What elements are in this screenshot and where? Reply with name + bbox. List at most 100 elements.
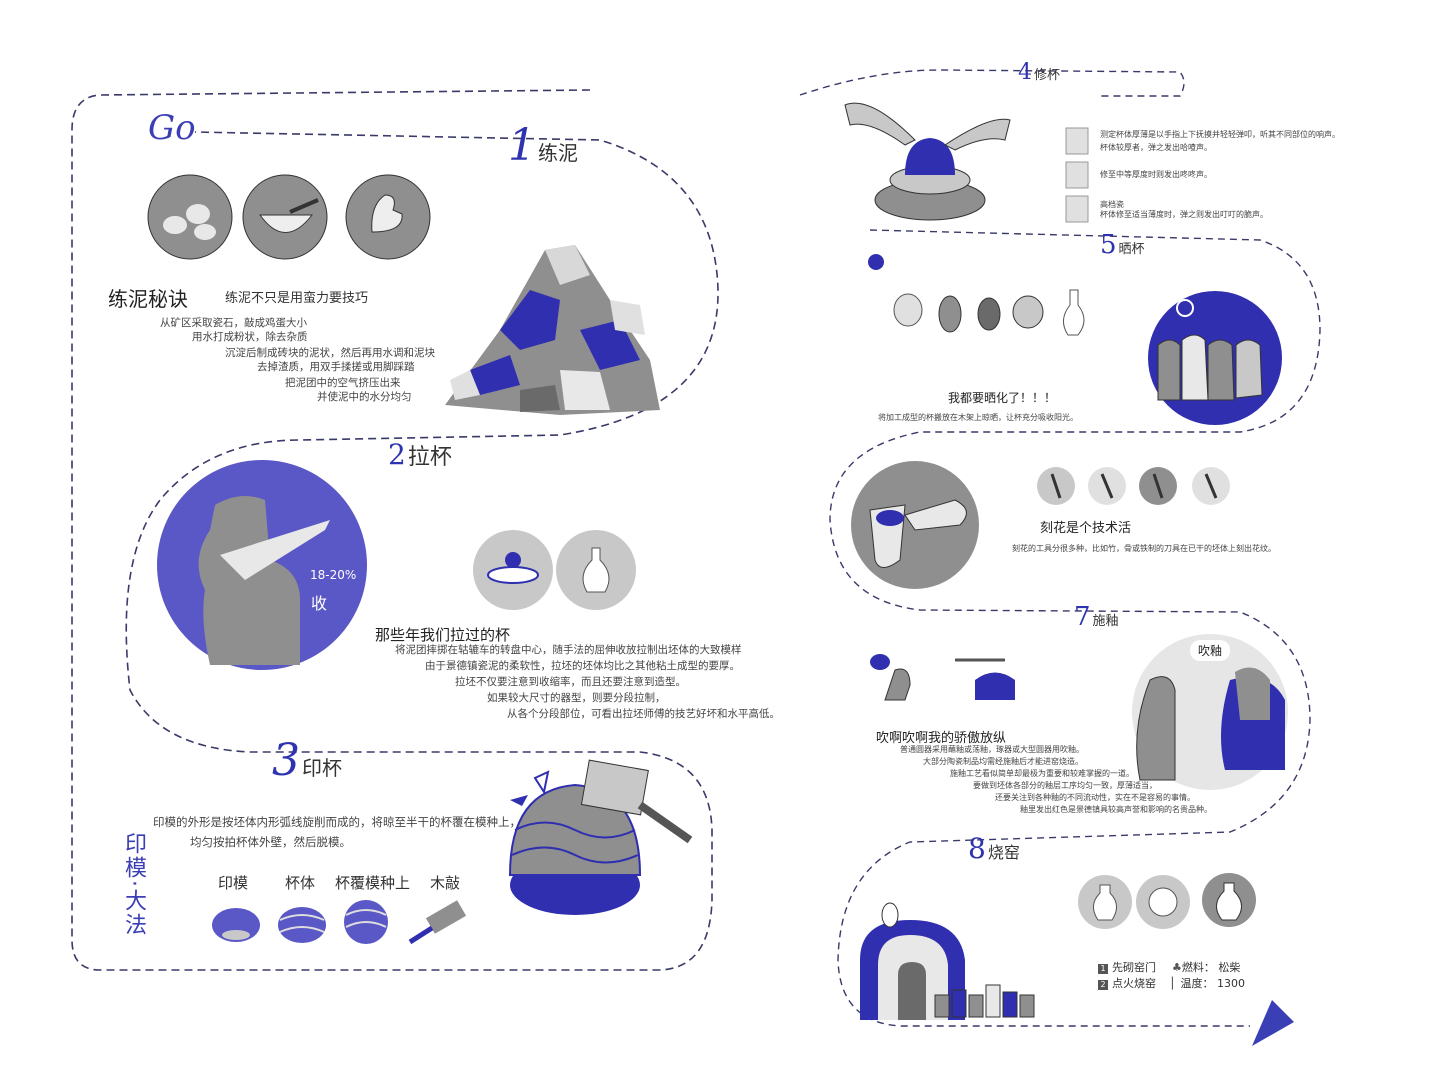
section-7-line: 还要关注到各种釉的不同流动性，实在不是容易的事情。 — [995, 793, 1195, 802]
sun-icon — [868, 254, 884, 270]
section-1-text: 从矿区采取瓷石，敲成鸡蛋大小 用水打成粉状，除去杂质 沉淀后制成砖块的泥状，然后… — [160, 315, 435, 405]
section-1-subheading: 练泥不只是用蛮力要技巧 — [225, 291, 369, 306]
section-5-number: 5 — [1100, 230, 1117, 260]
kiln-illustration — [860, 902, 1035, 1020]
dry-pot-1 — [893, 293, 923, 327]
section-7-line: 普通圆器采用蘸釉或荡釉，琢器或大型圆器用吹釉。 — [900, 745, 1084, 754]
section-2-line: 由于景德镇瓷泥的柔软性，拉坯的坯体均比之其他粘土成型的要厚。 — [425, 660, 740, 672]
item-cup-on-mold-label: 杯覆模种上 — [335, 874, 411, 892]
note-line: 高档瓷 — [1100, 200, 1124, 209]
section-2-line: 将泥团摔掷在轱辘车的转盘中心，随手法的屈伸收放拉制出坯体的大致模样 — [395, 644, 742, 656]
section-2-line: 如果较大尺寸的器型，则要分段拉制， — [487, 692, 666, 704]
section-2-heading: 那些年我们拉过的杯 — [375, 626, 511, 644]
step-text: 先砌窑门 — [1112, 961, 1156, 974]
temp-row: ▏温度： 1300 — [1172, 976, 1245, 992]
section-3-title: 3 印杯 — [272, 735, 342, 786]
section-4-number: 4 — [1018, 60, 1032, 85]
vase-thick-icon — [1065, 127, 1089, 155]
section-5-heading: 我都要晒化了！！！ — [948, 391, 1057, 405]
go-label: Go — [148, 108, 196, 148]
section-7-line: 施釉工艺看似简单却最极为重要和较难掌握的一道。 — [950, 769, 1134, 778]
fuel-icon: ♣ — [1172, 961, 1182, 974]
mallet-icon — [408, 900, 467, 945]
section-7-line: 要做到坯体各部分的釉层工序均匀一致，厚薄适当， — [973, 781, 1157, 790]
item-mold-label: 印模 — [217, 874, 248, 892]
fuel-value: 松柴 — [1218, 961, 1241, 974]
section-1-heading: 练泥秘诀 — [108, 287, 188, 311]
item-cup-label: 杯体 — [284, 874, 315, 892]
section-5-label: 晒杯 — [1118, 242, 1145, 257]
section-1-line: 把泥团中的空气挤压出来 — [285, 377, 401, 389]
section-6-text: 刻花的工具分很多种，比如竹，骨或铁制的刀具在已干的坯体上刻出花纹。 — [1012, 544, 1276, 553]
note-line: 测定杯体厚薄是以手指上下抚摸并轻轻弹叩，听其不同部位的响声。 — [1100, 130, 1340, 139]
mold-pot-illustration — [508, 759, 693, 915]
end-arrow-icon — [1252, 1000, 1294, 1046]
section-8-number: 8 — [968, 832, 986, 865]
route-segment — [799, 69, 1185, 97]
section-7-title: 7 施釉 — [1074, 602, 1119, 632]
shrink-label: 收 — [311, 594, 328, 613]
blowing-glaze-bubble: 吹釉 — [1190, 640, 1231, 661]
section-7-label: 施釉 — [1092, 614, 1119, 629]
temp-value: 1300 — [1216, 977, 1245, 990]
section-8-label: 烧窑 — [987, 843, 1020, 862]
dry-pot-4 — [1012, 295, 1044, 329]
note-line: 杯体修至适当薄度时，弹之则发出叮叮的脆声。 — [1100, 210, 1268, 219]
section-3-line: 均匀按拍杯体外壁，然后脱模。 — [190, 835, 351, 849]
section-1-line: 从矿区采取瓷石，敲成鸡蛋大小 — [160, 317, 307, 329]
kiln-step-2: 2 点火烧窑 — [1098, 976, 1156, 992]
section-4-label: 修杯 — [1034, 68, 1061, 83]
clay-pile-illustration — [445, 245, 660, 415]
section-2-number: 2 — [388, 438, 406, 471]
section-7-heading: 吹啊吹啊我的骄傲放纵 — [876, 731, 1007, 746]
vase-thin-icon — [1065, 195, 1089, 223]
fuel-label: 燃料： — [1181, 961, 1215, 974]
dry-pot-3 — [977, 297, 1001, 331]
section-8-title: 8 烧窑 — [968, 832, 1020, 865]
section-7-line: 大部分陶瓷制品均需经施釉后才能进窑烧造。 — [923, 757, 1083, 766]
kiln-steps: 1 先砌窑门 2 点火烧窑 — [1098, 960, 1156, 992]
dipping-glaze-icon — [870, 654, 911, 701]
section-3-text: 印模的外形是按坯体内形弧线旋削而成的，将晾至半干的杯覆在模种上， 均匀按拍杯体外… — [153, 812, 521, 852]
step-text: 点火烧窑 — [1112, 977, 1156, 990]
mold-method-label: 印模·大法 — [121, 832, 146, 937]
section-7-number: 7 — [1074, 602, 1091, 632]
section-4-note-1: 测定杯体厚薄是以手指上下抚摸并轻轻弹叩，听其不同部位的响声。 杯体较厚者，弹之发… — [1100, 128, 1340, 154]
fuel-row: ♣燃料： 松柴 — [1172, 960, 1245, 976]
trimming-wheel-illustration — [844, 102, 1011, 221]
section-2-label: 拉杯 — [407, 445, 452, 470]
dry-pot-2 — [938, 295, 962, 333]
section-2-line: 拉坯不仅要注意到收缩率，而且还要注意到造型。 — [455, 676, 686, 688]
note-line: 杯体较厚者，弹之发出哈喳声。 — [1100, 143, 1212, 152]
cup-body-icon — [278, 907, 326, 943]
item-mallet-label: 木敲 — [429, 874, 460, 892]
thermometer-icon: ▏ — [1172, 977, 1181, 990]
section-3-number: 3 — [272, 735, 300, 786]
kiln-step-1: 1 先砌窑门 — [1098, 960, 1156, 976]
step-badge: 1 — [1098, 964, 1108, 974]
section-7-line: 釉里发出红色是景德镇具较高声誉和影响的名贵品种。 — [1020, 805, 1212, 814]
section-1-line: 并使泥中的水分均匀 — [317, 391, 412, 403]
section-4-title: 4 修杯 — [1018, 60, 1060, 85]
route-right — [829, 229, 1321, 1027]
section-3-label: 印杯 — [302, 756, 342, 780]
section-4-note-2: 修至中等厚度时则发出咚咚声。 — [1100, 168, 1212, 181]
note-line: 修至中等厚度时则发出咚咚声。 — [1100, 170, 1212, 179]
section-2-text: 将泥团摔掷在轱辘车的转盘中心，随手法的屈伸收放拉制出坯体的大致模样 由于景德镇瓷… — [395, 642, 780, 722]
potter-figure — [198, 496, 300, 665]
section-1-number: 1 — [508, 120, 536, 171]
shrink-percent: 18-20% — [310, 568, 357, 582]
section-5-text: 将加工成型的杯搬放在木架上晾晒，让杯充分吸收阳光。 — [878, 413, 1078, 422]
glaze-ladle-icon — [955, 658, 1015, 700]
step-badge: 2 — [1098, 980, 1108, 990]
section-2-line: 从各个分段部位，可看出拉坯师傅的技艺好坏和水平高低。 — [507, 708, 780, 720]
vase-medium-icon — [1065, 161, 1089, 189]
section-1-title: 1 练泥 — [508, 120, 578, 171]
section-4-note-3: 高档瓷 杯体修至适当薄度时，弹之则发出叮叮的脆声。 — [1100, 198, 1268, 221]
section-2-title: 2拉杯 — [388, 438, 452, 471]
section-1-line: 沉淀后制成砖块的泥状，然后再用水调和泥块 — [225, 347, 435, 359]
section-1-line: 用水打成粉状，除去杂质 — [192, 331, 308, 343]
section-7-text: 普通圆器采用蘸釉或荡釉，琢器或大型圆器用吹釉。 大部分陶瓷制品均需经施釉后才能进… — [900, 744, 1212, 816]
kiln-info: ♣燃料： 松柴 ▏温度： 1300 — [1172, 960, 1245, 992]
